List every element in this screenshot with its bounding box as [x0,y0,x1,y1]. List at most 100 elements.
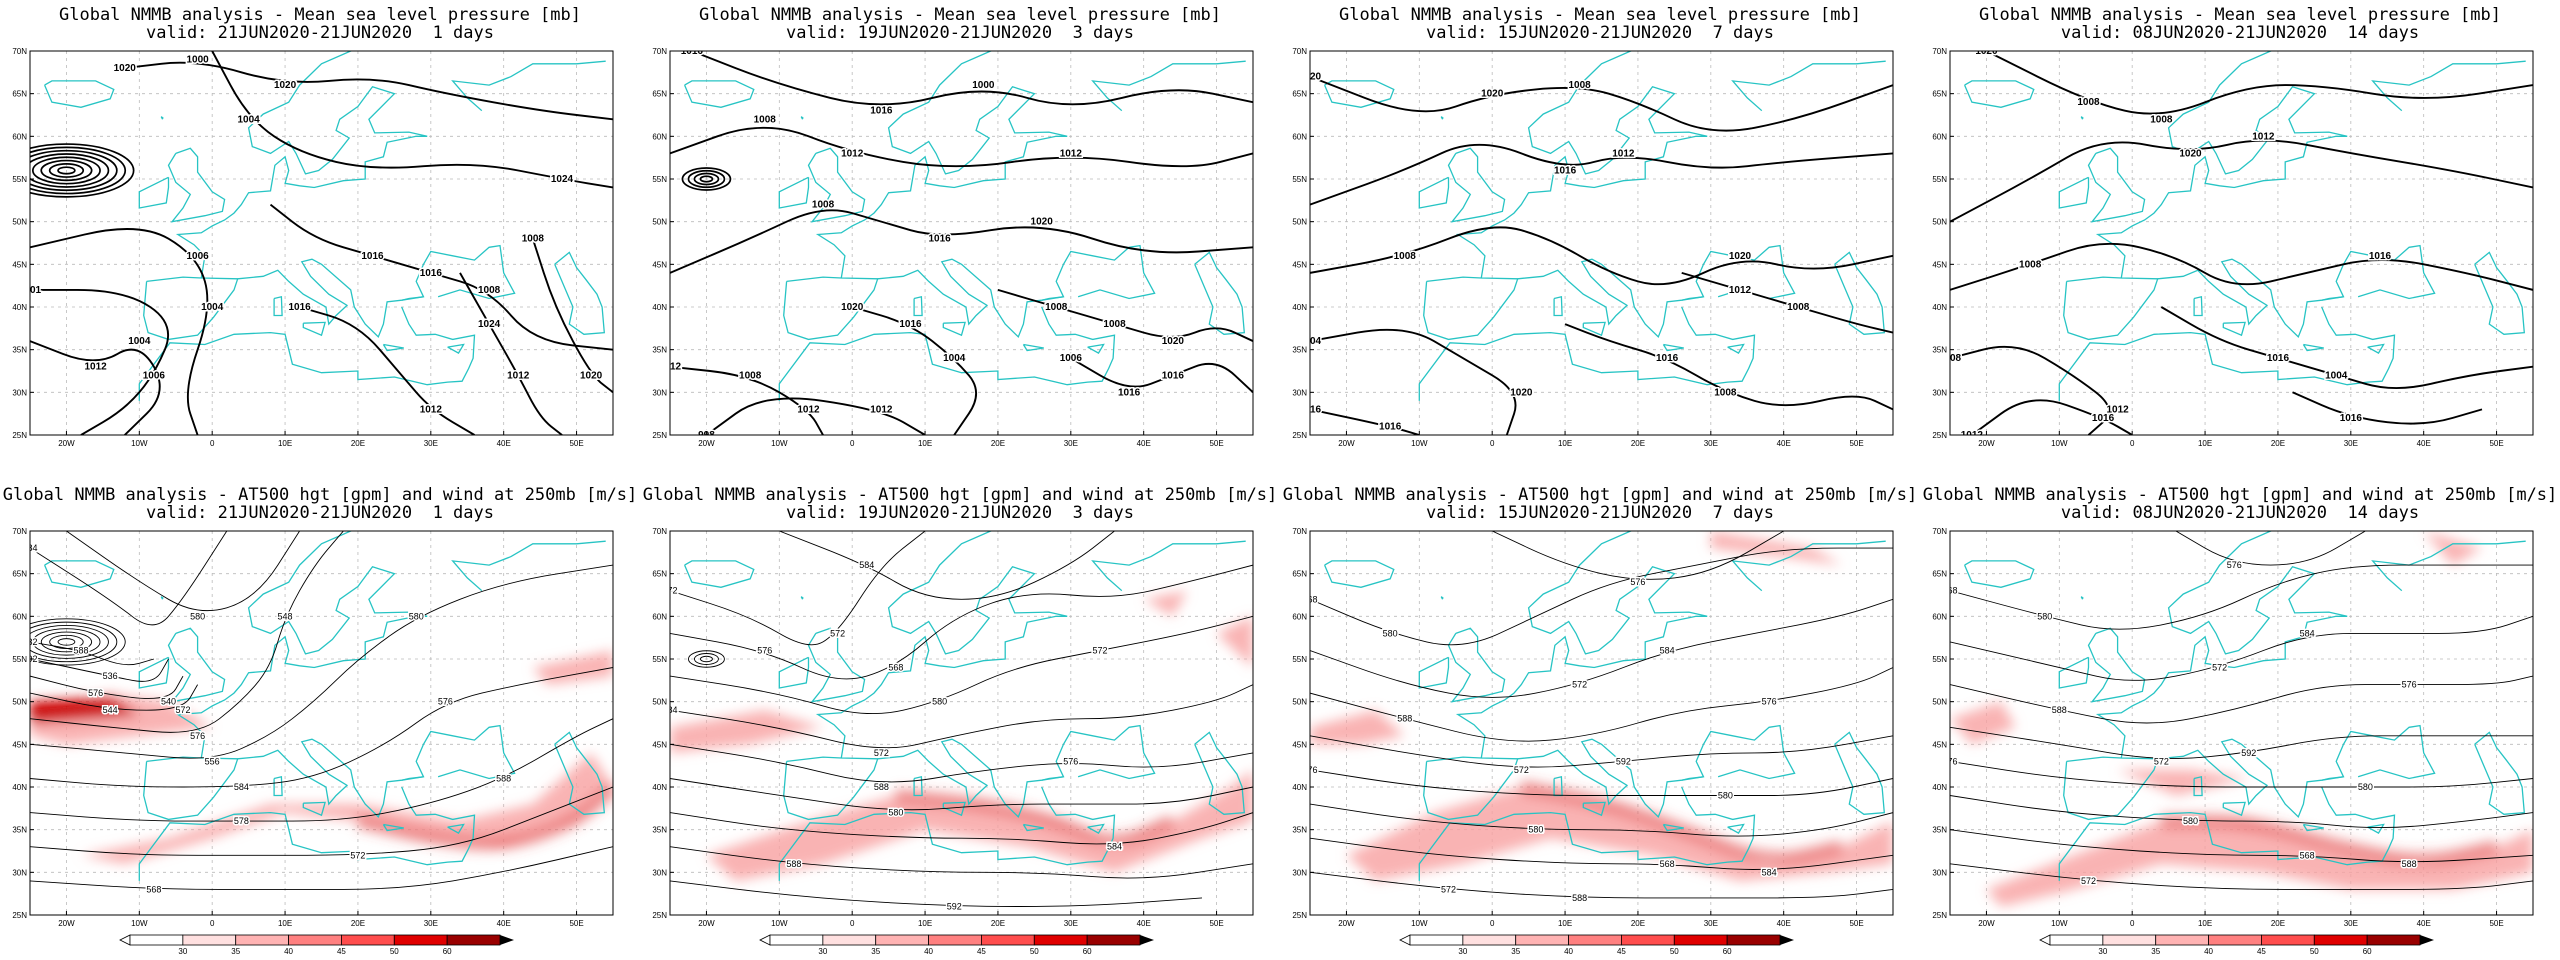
coastline [175,51,431,279]
colorbar-label: 50 [2310,947,2319,956]
contour-label: 1000 [972,80,995,91]
isobar [2292,391,2483,425]
colorbar-segment [2102,934,2157,946]
contour-label: 572 [830,628,845,638]
lon-tick-label: 20E [1631,439,1645,448]
contour-label: 564 [2183,816,2198,826]
colorbar-segment [288,934,342,946]
contour-label: 536 [103,671,118,681]
height-contour [670,531,926,646]
contour-label: 1008 [274,80,297,91]
contour-label: 576 [88,688,103,698]
lon-tick-label: 40E [2417,919,2431,928]
contour-label: 568 [2300,850,2315,860]
lon-tick-label: 0 [850,919,855,928]
map-frame [1309,530,1894,916]
contour-label: 1012 [2106,404,2129,415]
contour-label: 580 [2183,816,2198,826]
lon-tick-label: 40E [497,439,511,448]
jet-area [2117,769,2249,796]
height-contour [1310,598,1893,698]
contour-label: 1008 [522,234,545,245]
low-contour [30,153,110,188]
isobar [124,61,613,121]
coastline [382,343,404,352]
contour-label: 1016 [1656,353,1679,364]
coastline [302,801,326,817]
jet-core [1519,780,1844,866]
lon-tick-label: 0 [1490,919,1495,928]
map-plot: 5685725765725805645685725765805845885925… [1292,527,1894,956]
graticule [30,51,613,435]
contour-label: 1008 [2077,97,2100,108]
map-frame [1949,530,2534,916]
colorbar-segment [446,934,501,946]
contour-label: 1012 [2340,413,2363,424]
map-frame [29,50,614,436]
coastline [1681,296,1704,301]
lon-tick-label: 30E [424,439,438,448]
lat-tick-label: 50N [12,218,27,227]
contour-label: 576 [1630,577,1645,587]
contour-label: 1008 [84,362,107,373]
coastline [1662,343,1684,352]
lon-tick-label: 10E [1558,439,1572,448]
contour-label: 568 [1660,859,1675,869]
coastline [302,321,326,337]
lat-tick-label: 25N [12,911,27,920]
contour-label: 1012 [1729,285,1752,296]
lon-tick-label: 20E [991,439,1005,448]
wind-speed-colorbar: 30 35 40 45 50 60 [2039,934,2434,956]
contour-label: 572 [1572,680,1587,690]
lon-tick-label: 50E [2489,919,2503,928]
coastline [167,627,226,703]
coastline [1324,80,1395,108]
axis-labels: 70N 65N 60N 55N 50N 45N 40N 35N 30N 25N 20W 10W 0 10E… [12,47,583,448]
contour-label: 588 [1397,714,1412,724]
contour-label: 1020 [841,302,864,313]
contour-label: 1012 [1612,148,1635,159]
jet-area [670,710,823,753]
coastline [1418,656,1450,689]
contour-label: 1020 [2179,148,2202,159]
contour-label: 572 [1092,645,1107,655]
graticule [30,531,613,915]
coastline [778,786,1116,881]
height-contour [1950,675,2533,724]
isobar [1310,143,1893,206]
contour-label: 576 [1942,756,1957,766]
jet-core [2161,814,2499,867]
contour-label: 580 [932,697,947,707]
lat-tick-label: 25N [1932,911,1947,920]
lat-tick-label: 55N [12,655,27,664]
contour-label: 580 [888,808,903,818]
contour-labels: 5685725765725805645685725765805845885925… [1310,576,1778,905]
low-contour [40,631,93,653]
lat-tick-label: 40N [1932,783,1947,792]
contour-label: 1008 [1394,251,1417,262]
lon-tick-label: 50E [1209,919,1223,928]
height-contour [670,684,1253,749]
coastline [1582,321,1606,337]
colorbar-segment [1621,934,1675,946]
jet-area [1216,616,1253,668]
colorbar-segment [2155,934,2209,946]
lat-tick-label: 35N [652,346,667,355]
jet-area [2423,531,2482,566]
height-contour [30,641,155,666]
contour-label: 584 [1107,842,1122,852]
contour-label: 592 [2241,748,2256,758]
colorbar-segment [2049,934,2104,946]
contour-label: 588 [1572,893,1587,903]
contour-label: 588 [496,773,511,783]
contour-label: 540 [161,697,176,707]
low-contour [30,143,135,198]
isobar [1310,328,1517,435]
contour-label: 592 [1616,756,1631,766]
lon-tick-label: 10E [918,919,932,928]
jet-area [532,650,613,685]
height-contour [30,718,613,822]
coastline [2157,244,2436,339]
geopotential-contours [30,531,613,890]
height-contour [2175,531,2366,566]
